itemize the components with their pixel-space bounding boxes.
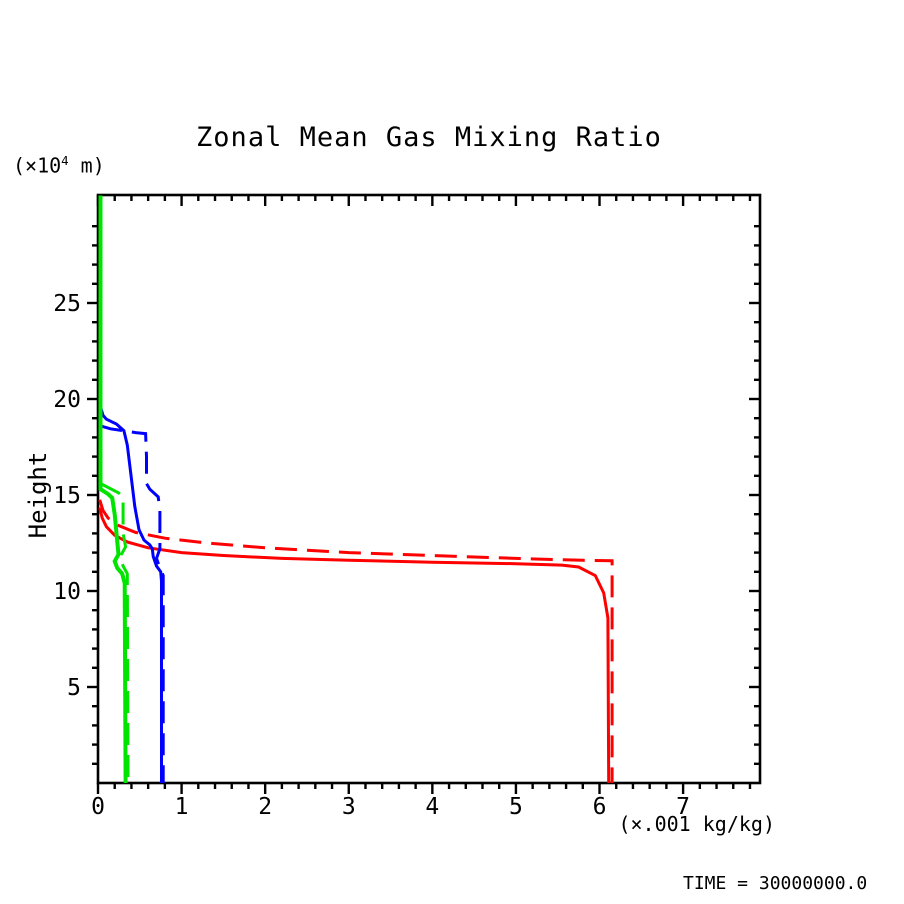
y-tick-label: 15 [53, 483, 81, 509]
x-tick-label: 2 [258, 794, 272, 820]
x-tick-label: 5 [509, 794, 523, 820]
x-tick-label: 6 [593, 794, 607, 820]
x-axis-unit-label: (×.001 kg/kg) [618, 812, 775, 836]
plot-frame [96, 193, 762, 785]
y-axis-title: Height [24, 451, 52, 539]
x-tick-label: 0 [91, 794, 105, 820]
x-tick-label: 3 [342, 794, 356, 820]
y-axis-unit-label: (×104 m) [13, 153, 105, 178]
series-blue-dashed [100, 424, 165, 783]
series-blue-solid [99, 406, 163, 783]
series-green-dashed [99, 482, 130, 784]
y-tick-label: 5 [67, 675, 81, 701]
x-tick-label: 7 [676, 794, 690, 820]
exponent: 4 [61, 153, 69, 168]
series-red-solid [98, 507, 611, 784]
series-red-dashed [98, 499, 614, 783]
time-annotation: TIME = 30000000.0 [683, 873, 868, 894]
chart-title: Zonal Mean Gas Mixing Ratio [196, 122, 662, 153]
y-tick-label: 20 [53, 387, 81, 413]
x-tick-label: 1 [175, 794, 189, 820]
series-green-solid [98, 195, 128, 784]
y-tick-label: 10 [53, 579, 81, 605]
y-tick-label: 25 [53, 291, 81, 317]
x-tick-label: 4 [425, 794, 439, 820]
